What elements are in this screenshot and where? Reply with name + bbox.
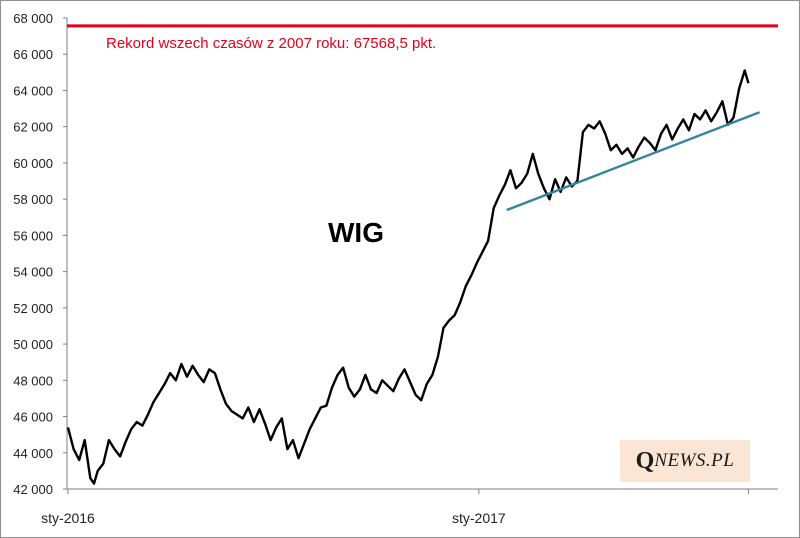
support-trendline: [506, 111, 760, 212]
y-tick-label: 62 000: [13, 120, 53, 135]
x-axis: sty-2016 sty-2017: [41, 488, 778, 526]
y-tick-label: 50 000: [13, 337, 53, 352]
series-layer: [66, 69, 750, 485]
y-tick-label: 68 000: [13, 11, 53, 26]
y-tick-label: 52 000: [13, 301, 53, 316]
y-axis: 42 000 44 000 46 000 48 000 50 000 52 000 54 0…: [13, 11, 68, 497]
y-tick-label: 48 000: [13, 373, 53, 388]
x-tick-label: sty-2016: [41, 510, 95, 526]
x-tick-label: sty-2017: [452, 510, 506, 526]
y-tick-label: 42 000: [13, 482, 53, 497]
y-tick-label: 66 000: [13, 47, 53, 62]
y-tick-label: 46 000: [13, 410, 53, 425]
y-tick-label: 64 000: [13, 83, 53, 98]
y-tick-label: 56 000: [13, 228, 53, 243]
y-tick-label: 58 000: [13, 192, 53, 207]
y-tick-label: 60 000: [13, 156, 53, 171]
qnews-logo: Q NEWS.PL: [620, 440, 750, 482]
chart-title: WIG: [328, 217, 384, 248]
y-tick-label: 44 000: [13, 446, 53, 461]
wig-series-line: [66, 69, 750, 485]
overlay-layer: [67, 24, 778, 212]
record-label: Rekord wszech czasów z 2007 roku: 67568,…: [106, 35, 436, 52]
y-tick-label: 54 000: [13, 265, 53, 280]
